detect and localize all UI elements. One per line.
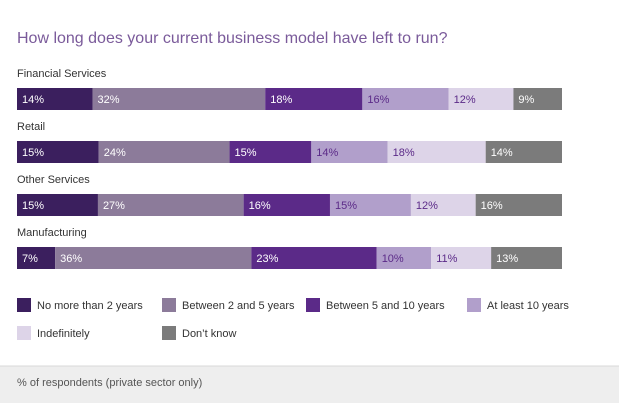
legend-label: Don’t know: [182, 328, 236, 340]
bar-segment: [362, 88, 449, 110]
value-label: 14%: [22, 94, 44, 106]
bar-segment: [55, 247, 252, 269]
category-label: Manufacturing: [17, 227, 87, 239]
chart-title: How long does your current business mode…: [17, 30, 448, 47]
category-label: Retail: [17, 121, 45, 133]
footer-band: [0, 366, 619, 403]
legend-swatch: [162, 298, 176, 312]
value-label: 15%: [335, 200, 357, 212]
value-label: 7%: [22, 253, 38, 265]
bar-segment: [92, 88, 266, 110]
legend-swatch: [467, 298, 481, 312]
bar-segment: [376, 247, 432, 269]
bar-segment: [265, 88, 363, 110]
value-label: 15%: [22, 200, 44, 212]
legend-label: No more than 2 years: [37, 300, 143, 312]
value-label: 23%: [256, 253, 278, 265]
bar-segment: [251, 247, 377, 269]
value-label: 24%: [104, 147, 126, 159]
bar-segment: [229, 141, 312, 163]
value-label: 11%: [436, 253, 457, 265]
bar-segment: [410, 194, 476, 216]
value-label: 14%: [491, 147, 513, 159]
value-label: 13%: [496, 253, 518, 265]
bar-segment: [97, 194, 244, 216]
value-label: 14%: [316, 147, 338, 159]
bar-segment: [329, 194, 411, 216]
value-label: 18%: [393, 147, 415, 159]
bar-segment: [311, 141, 388, 163]
value-label: 15%: [235, 147, 257, 159]
bar-segment: [17, 88, 93, 110]
value-label: 16%: [481, 200, 503, 212]
bar-segment: [17, 141, 99, 163]
bar-segment: [475, 194, 562, 216]
category-label: Financial Services: [17, 68, 107, 80]
bar-segment: [17, 247, 56, 269]
bar-segment: [431, 247, 492, 269]
value-label: 10%: [382, 253, 404, 265]
bar-segment: [491, 247, 562, 269]
bar-segment: [387, 141, 486, 163]
bar-segment: [448, 88, 514, 110]
legend-swatch: [306, 298, 320, 312]
value-label: 12%: [416, 200, 438, 212]
bar-segment: [98, 141, 230, 163]
legend-label: Indefinitely: [37, 328, 90, 340]
value-label: 32%: [98, 94, 120, 106]
value-label: 18%: [270, 94, 292, 106]
bar-segment: [17, 194, 98, 216]
value-label: 27%: [103, 200, 125, 212]
value-label: 9%: [518, 94, 534, 106]
value-label: 36%: [60, 253, 82, 265]
legend-swatch: [17, 298, 31, 312]
bar-segment: [243, 194, 330, 216]
value-label: 15%: [22, 147, 44, 159]
legend-label: At least 10 years: [487, 300, 569, 312]
bar-segment: [485, 141, 562, 163]
legend-label: Between 2 and 5 years: [182, 300, 295, 312]
category-label: Other Services: [17, 174, 90, 186]
footnote: % of respondents (private sector only): [17, 377, 202, 389]
value-label: 16%: [249, 200, 271, 212]
legend-swatch: [162, 326, 176, 340]
value-label: 12%: [454, 94, 476, 106]
value-label: 16%: [367, 94, 389, 106]
bar-segment: [513, 88, 562, 110]
legend-swatch: [17, 326, 31, 340]
legend-label: Between 5 and 10 years: [326, 300, 445, 312]
